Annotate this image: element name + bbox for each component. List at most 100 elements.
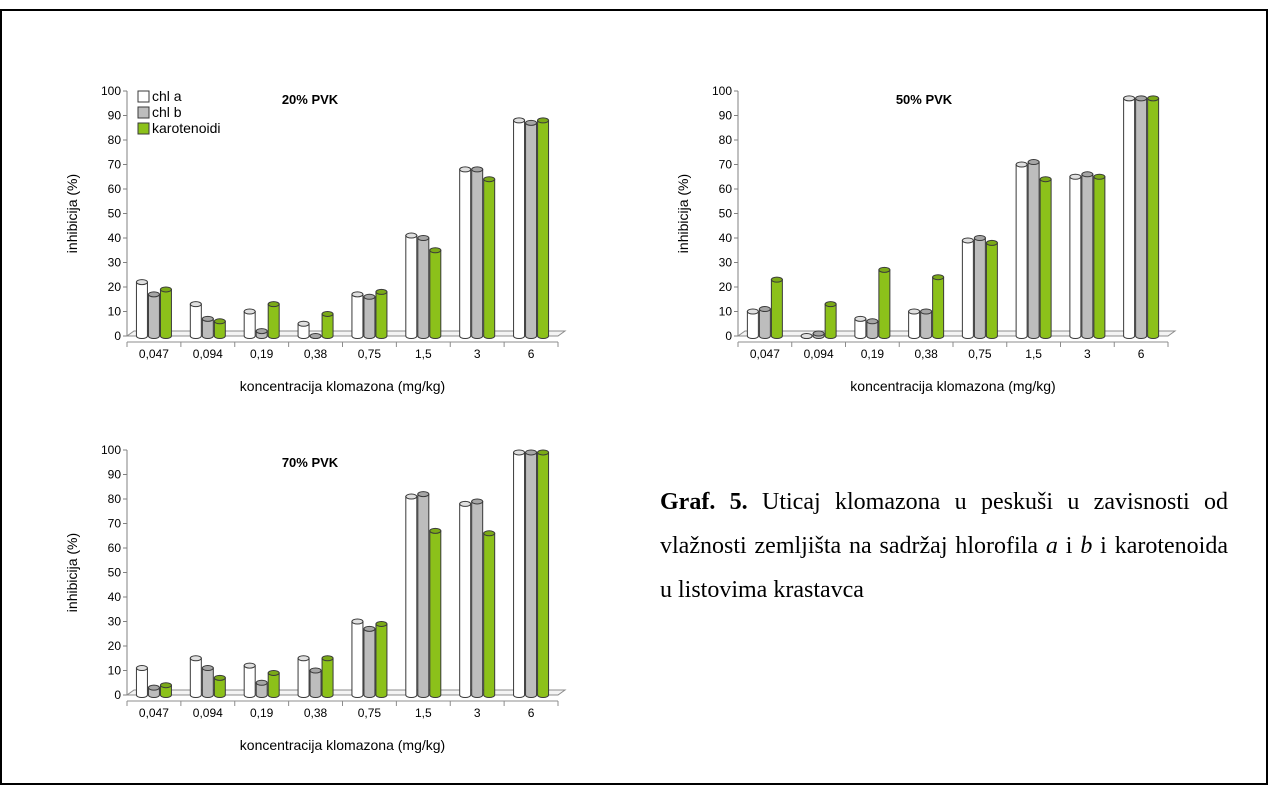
bar-body xyxy=(1015,164,1028,339)
bar-body xyxy=(213,677,226,698)
y-tick-label: 40 xyxy=(108,231,122,245)
caption-label: Graf. 5. xyxy=(660,489,748,515)
y-axis-label: inhibicija (%) xyxy=(675,174,691,253)
bar-body xyxy=(321,657,334,698)
bar-top xyxy=(459,500,472,507)
bar-top xyxy=(189,655,202,662)
bar xyxy=(758,306,771,339)
bar xyxy=(309,333,322,339)
bar xyxy=(213,318,226,339)
bar-top xyxy=(908,308,921,315)
bar xyxy=(147,291,160,339)
x-tick-label: 3 xyxy=(474,706,481,720)
bar-top xyxy=(351,618,364,625)
x-tick-label: 3 xyxy=(474,347,481,361)
bar-body xyxy=(1069,176,1082,339)
bar xyxy=(189,301,202,339)
bar-top xyxy=(417,491,430,498)
bar xyxy=(483,530,496,698)
bar-body xyxy=(267,672,280,698)
bar-body xyxy=(471,168,484,339)
bar xyxy=(537,449,550,698)
bar xyxy=(1147,95,1160,339)
y-tick-label: 100 xyxy=(712,84,732,98)
bar xyxy=(405,232,418,339)
y-tick-label: 30 xyxy=(108,615,122,629)
bar-top xyxy=(417,235,430,241)
bar-body xyxy=(1081,173,1094,339)
y-tick-label: 10 xyxy=(108,305,122,319)
bar-body xyxy=(375,291,388,339)
bar-top xyxy=(297,320,310,327)
bar-body xyxy=(135,281,148,339)
bar-body xyxy=(932,276,945,339)
bar-top xyxy=(375,288,388,295)
bar-body xyxy=(417,493,430,698)
y-axis-label: inhibicija (%) xyxy=(64,533,80,612)
bar xyxy=(459,500,472,698)
bar xyxy=(213,674,226,698)
bar xyxy=(525,119,538,339)
bar-body xyxy=(255,682,268,698)
bar-body xyxy=(363,628,376,698)
bar-top xyxy=(201,315,214,322)
bar-body xyxy=(525,122,538,339)
bar-top xyxy=(1015,161,1028,168)
y-tick-label: 70 xyxy=(108,158,122,172)
bar xyxy=(351,618,364,698)
legend-swatch xyxy=(137,106,150,119)
bar-body xyxy=(351,621,364,698)
bar-body xyxy=(973,237,986,339)
bar-top xyxy=(201,665,214,672)
bar xyxy=(135,665,148,698)
y-tick-label: 40 xyxy=(719,231,733,245)
bar-top xyxy=(483,530,496,537)
bar-top xyxy=(1123,95,1136,102)
bar-body xyxy=(147,293,160,339)
bar-top xyxy=(1135,95,1148,102)
bar xyxy=(429,527,442,698)
bar-top xyxy=(159,682,172,689)
bar-body xyxy=(417,237,430,339)
bar-top xyxy=(309,333,322,339)
bar-body xyxy=(135,667,148,698)
bar-top xyxy=(189,301,202,308)
bar xyxy=(309,667,322,698)
y-tick-label: 0 xyxy=(725,329,732,343)
legend-label: chl b xyxy=(152,104,182,120)
bar-top xyxy=(363,625,376,632)
legend-label: chl a xyxy=(152,88,182,104)
y-tick-label: 50 xyxy=(108,566,122,580)
x-tick-label: 0,38 xyxy=(914,347,938,361)
bar-top xyxy=(483,176,496,183)
bar-body xyxy=(405,496,418,698)
bar-top xyxy=(459,166,472,173)
bar-top xyxy=(973,235,986,241)
bar xyxy=(363,625,376,698)
x-tick-label: 0,047 xyxy=(139,347,169,361)
bar xyxy=(878,266,891,339)
bar-top xyxy=(405,493,418,500)
bar-top xyxy=(854,315,867,322)
bar-body xyxy=(483,532,496,698)
bar xyxy=(483,176,496,339)
bar-top xyxy=(213,318,226,325)
bar-top xyxy=(866,318,879,325)
bar-body xyxy=(189,657,202,698)
y-tick-label: 60 xyxy=(719,182,733,196)
bar xyxy=(1015,161,1028,339)
bar-top xyxy=(255,328,268,335)
bar-body xyxy=(1147,97,1160,339)
y-tick-label: 20 xyxy=(108,280,122,294)
bar xyxy=(255,328,268,339)
figure-caption: Graf. 5. Uticaj klomazona u peskuši u za… xyxy=(660,480,1228,612)
caption-text-3: i karotenoida u listovima krastavca xyxy=(660,533,1229,603)
x-tick-label: 0,094 xyxy=(193,347,223,361)
caption-text-2: i xyxy=(1057,533,1081,559)
bar-top xyxy=(309,667,322,674)
bar-body xyxy=(309,670,322,698)
legend-swatch xyxy=(137,122,150,135)
bar xyxy=(920,308,933,339)
bar xyxy=(243,308,256,339)
bar-body xyxy=(159,288,172,339)
